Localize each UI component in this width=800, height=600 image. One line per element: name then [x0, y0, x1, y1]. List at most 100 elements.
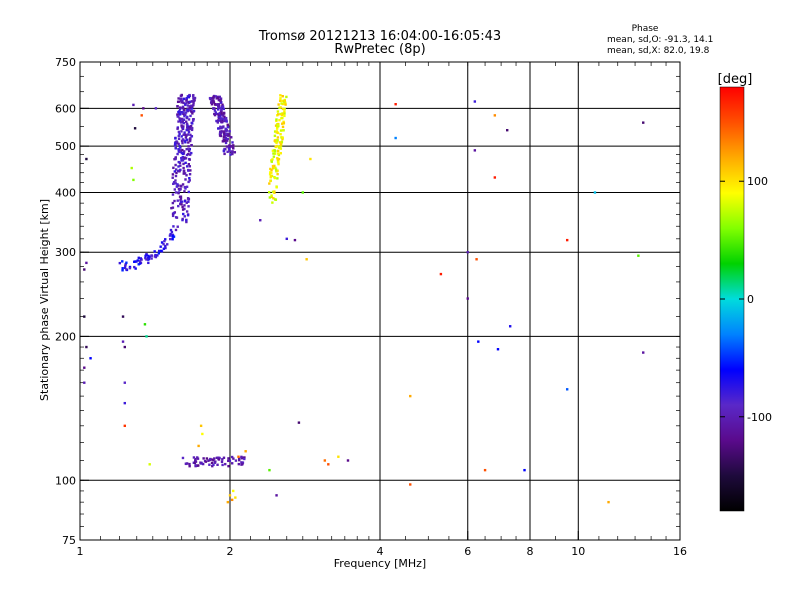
- data-point: [212, 95, 215, 98]
- data-point: [172, 225, 175, 228]
- data-point: [133, 265, 136, 269]
- data-point: [281, 99, 284, 103]
- data-point: [277, 161, 280, 164]
- data-point: [85, 157, 88, 161]
- y-tick-label: 100: [55, 474, 76, 487]
- y-axis: 75 100 200 300 400 500 600 750: [55, 56, 680, 547]
- data-point: [394, 103, 397, 106]
- data-point: [178, 195, 182, 198]
- data-point: [189, 104, 192, 108]
- data-point: [85, 261, 88, 265]
- data-point: [139, 257, 142, 260]
- data-point: [182, 166, 185, 170]
- data-point: [216, 108, 220, 111]
- data-point: [183, 207, 186, 211]
- data-point: [194, 457, 197, 461]
- data-point: [176, 115, 179, 118]
- y-tick-label: 600: [55, 102, 76, 115]
- data-point: [185, 122, 189, 126]
- data-point: [191, 119, 195, 122]
- data-point: [237, 462, 241, 466]
- data-point: [277, 162, 280, 166]
- data-point: [285, 237, 288, 241]
- data-point: [279, 143, 283, 146]
- data-point: [216, 121, 220, 124]
- data-point: [269, 179, 272, 183]
- data-point: [179, 164, 182, 167]
- data-point: [174, 140, 177, 144]
- x-tick-label: 6: [464, 545, 471, 558]
- data-point: [220, 130, 223, 133]
- data-point: [183, 200, 187, 203]
- data-point: [268, 196, 272, 199]
- data-point: [185, 99, 188, 102]
- data-point: [213, 457, 216, 460]
- data-point: [220, 127, 223, 130]
- data-point: [187, 149, 191, 153]
- data-point: [220, 118, 224, 122]
- data-point: [174, 182, 177, 185]
- data-point: [201, 462, 205, 466]
- data-point: [409, 394, 412, 398]
- data-point: [202, 457, 205, 460]
- data-point: [230, 455, 234, 459]
- data-point: [186, 133, 190, 136]
- data-point: [193, 459, 197, 462]
- data-point: [276, 110, 280, 113]
- data-point: [219, 132, 223, 135]
- data-point: [178, 188, 181, 192]
- data-point: [147, 257, 151, 261]
- data-point: [226, 126, 230, 129]
- data-point: [211, 464, 214, 468]
- data-point: [186, 124, 189, 127]
- data-point: [217, 127, 220, 130]
- data-point: [217, 106, 220, 109]
- data-point: [215, 119, 218, 123]
- data-point: [176, 199, 179, 202]
- data-point: [565, 388, 569, 391]
- data-point: [224, 116, 228, 120]
- data-point: [275, 494, 278, 497]
- data-point: [228, 147, 231, 150]
- data-point: [184, 120, 188, 123]
- data-point: [132, 103, 135, 107]
- data-point: [272, 155, 276, 158]
- data-point: [194, 464, 197, 467]
- data-point: [473, 149, 477, 152]
- data-point: [212, 99, 215, 102]
- data-point: [223, 119, 226, 123]
- data-point: [189, 137, 192, 140]
- data-point: [228, 494, 232, 497]
- data-point: [179, 99, 183, 102]
- data-point: [164, 244, 167, 248]
- data-point: [189, 133, 192, 137]
- data-point: [276, 139, 279, 142]
- data-point: [273, 130, 277, 133]
- data-point: [220, 110, 223, 113]
- data-point: [219, 101, 223, 104]
- data-point: [276, 131, 280, 135]
- data-point: [191, 112, 194, 115]
- data-point: [118, 261, 122, 265]
- data-point: [270, 168, 273, 172]
- data-point: [187, 152, 190, 156]
- data-point: [123, 345, 126, 349]
- data-point: [216, 97, 220, 100]
- data-point: [279, 106, 282, 109]
- data-point: [218, 95, 221, 99]
- data-point: [272, 152, 275, 155]
- data-point: [217, 105, 221, 108]
- data-point: [176, 127, 179, 130]
- data-point: [184, 141, 187, 144]
- data-point: [121, 340, 125, 343]
- data-point: [173, 142, 177, 145]
- data-point: [565, 238, 569, 242]
- data-point: [171, 238, 174, 241]
- data-point: [162, 243, 165, 246]
- data-point: [182, 97, 186, 101]
- data-point: [182, 150, 186, 153]
- data-point: [642, 121, 645, 124]
- data-point: [212, 107, 215, 110]
- data-point: [208, 96, 212, 100]
- data-point: [143, 323, 147, 326]
